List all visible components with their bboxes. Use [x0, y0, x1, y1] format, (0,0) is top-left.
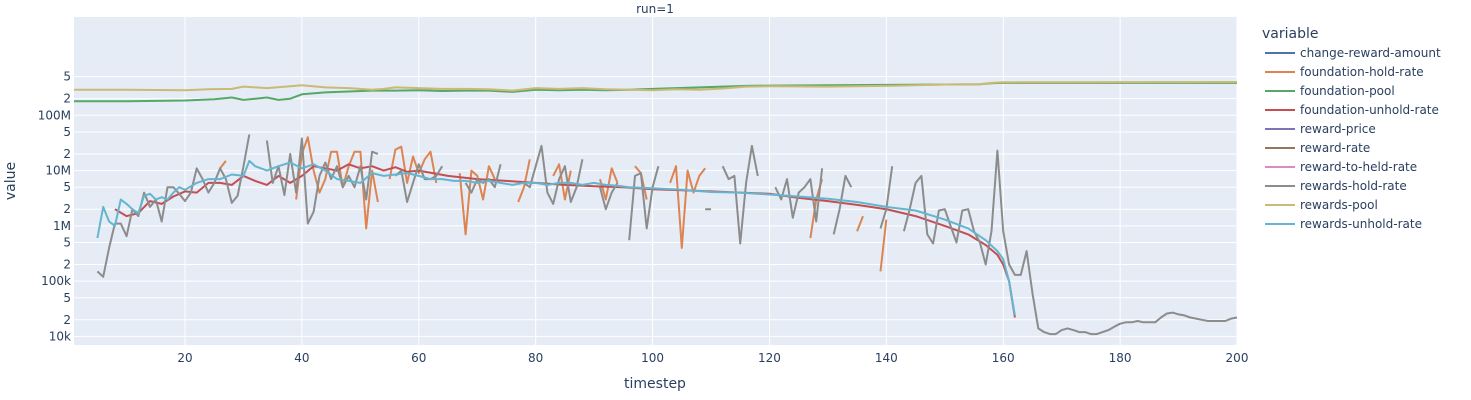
legend-label: reward-price	[1300, 122, 1376, 136]
x-tick-label: 200	[1226, 351, 1249, 365]
legend-label: reward-rate	[1300, 141, 1370, 155]
legend-label: rewards-hold-rate	[1300, 179, 1407, 193]
y-tick-label: 2	[63, 147, 71, 161]
series-line-foundation-pool	[74, 81, 1237, 103]
legend-item-rewards-hold-rate[interactable]: rewards-hold-rate	[1265, 179, 1407, 193]
x-tick-label: 180	[1109, 351, 1132, 365]
legend-label: reward-to-held-rate	[1300, 160, 1417, 174]
y-tick-label: 2	[63, 258, 71, 272]
legend-label: foundation-hold-rate	[1300, 65, 1424, 79]
x-tick-label: 100	[641, 351, 664, 365]
legend-item-reward-to-held-rate[interactable]: reward-to-held-rate	[1265, 160, 1417, 174]
y-tick-label: 5	[63, 70, 71, 84]
legend-item-rewards-unhold-rate[interactable]: rewards-unhold-rate	[1265, 217, 1422, 231]
y-axis-ticks: 10k 2 5 100k 2 5 1M 2 5 10M 2 5 100M 2 5	[38, 70, 71, 344]
series-line-rewards-pool	[74, 81, 1238, 92]
legend-item-change-reward-amount[interactable]: change-reward-amount	[1265, 46, 1441, 60]
y-tick-label: 2	[63, 92, 71, 106]
y-tick-label: 100k	[41, 274, 71, 288]
legend-label: foundation-unhold-rate	[1300, 103, 1439, 117]
x-tick-label: 140	[875, 351, 898, 365]
legend[interactable]: change-reward-amount foundation-hold-rate…	[1265, 46, 1441, 231]
y-tick-label: 2	[63, 202, 71, 216]
y-tick-label: 10k	[49, 329, 71, 343]
legend-item-foundation-hold-rate[interactable]: foundation-hold-rate	[1265, 65, 1424, 79]
series-line-foundation-unhold-rate	[114, 163, 1016, 318]
series-line-rewards-unhold-rate	[96, 159, 1016, 316]
x-axis-title: timestep	[624, 376, 686, 392]
plot-background	[74, 17, 1237, 345]
legend-label: rewards-unhold-rate	[1300, 217, 1422, 231]
legend-item-rewards-pool[interactable]: rewards-pool	[1265, 198, 1378, 212]
y-axis-title: value	[3, 162, 19, 200]
legend-item-reward-price[interactable]: reward-price	[1265, 122, 1376, 136]
legend-item-reward-rate[interactable]: reward-rate	[1265, 141, 1370, 155]
x-axis-ticks: 20 40 60 80 100 120 140 160 180 200	[177, 351, 1248, 365]
legend-label: rewards-pool	[1300, 198, 1378, 212]
y-tick-label: 5	[63, 291, 71, 305]
legend-label: foundation-pool	[1300, 84, 1395, 98]
x-tick-label: 60	[411, 351, 426, 365]
y-tick-label: 10M	[45, 164, 71, 178]
legend-title: variable	[1262, 26, 1318, 42]
x-tick-label: 120	[758, 351, 781, 365]
y-tick-label: 5	[63, 180, 71, 194]
x-tick-label: 80	[528, 351, 543, 365]
x-tick-label: 40	[294, 351, 309, 365]
x-tick-label: 20	[177, 351, 192, 365]
y-tick-label: 1M	[53, 219, 71, 233]
legend-item-foundation-unhold-rate[interactable]: foundation-unhold-rate	[1265, 103, 1439, 117]
y-tick-label: 5	[63, 236, 71, 250]
y-tick-label: 2	[63, 313, 71, 327]
series-layer	[74, 81, 1238, 336]
legend-label: change-reward-amount	[1300, 46, 1441, 60]
y-tick-label: 5	[63, 125, 71, 139]
y-tick-label: 100M	[38, 108, 71, 122]
legend-item-foundation-pool[interactable]: foundation-pool	[1265, 84, 1395, 98]
facet-title: run=1	[636, 2, 674, 16]
x-tick-label: 160	[992, 351, 1015, 365]
